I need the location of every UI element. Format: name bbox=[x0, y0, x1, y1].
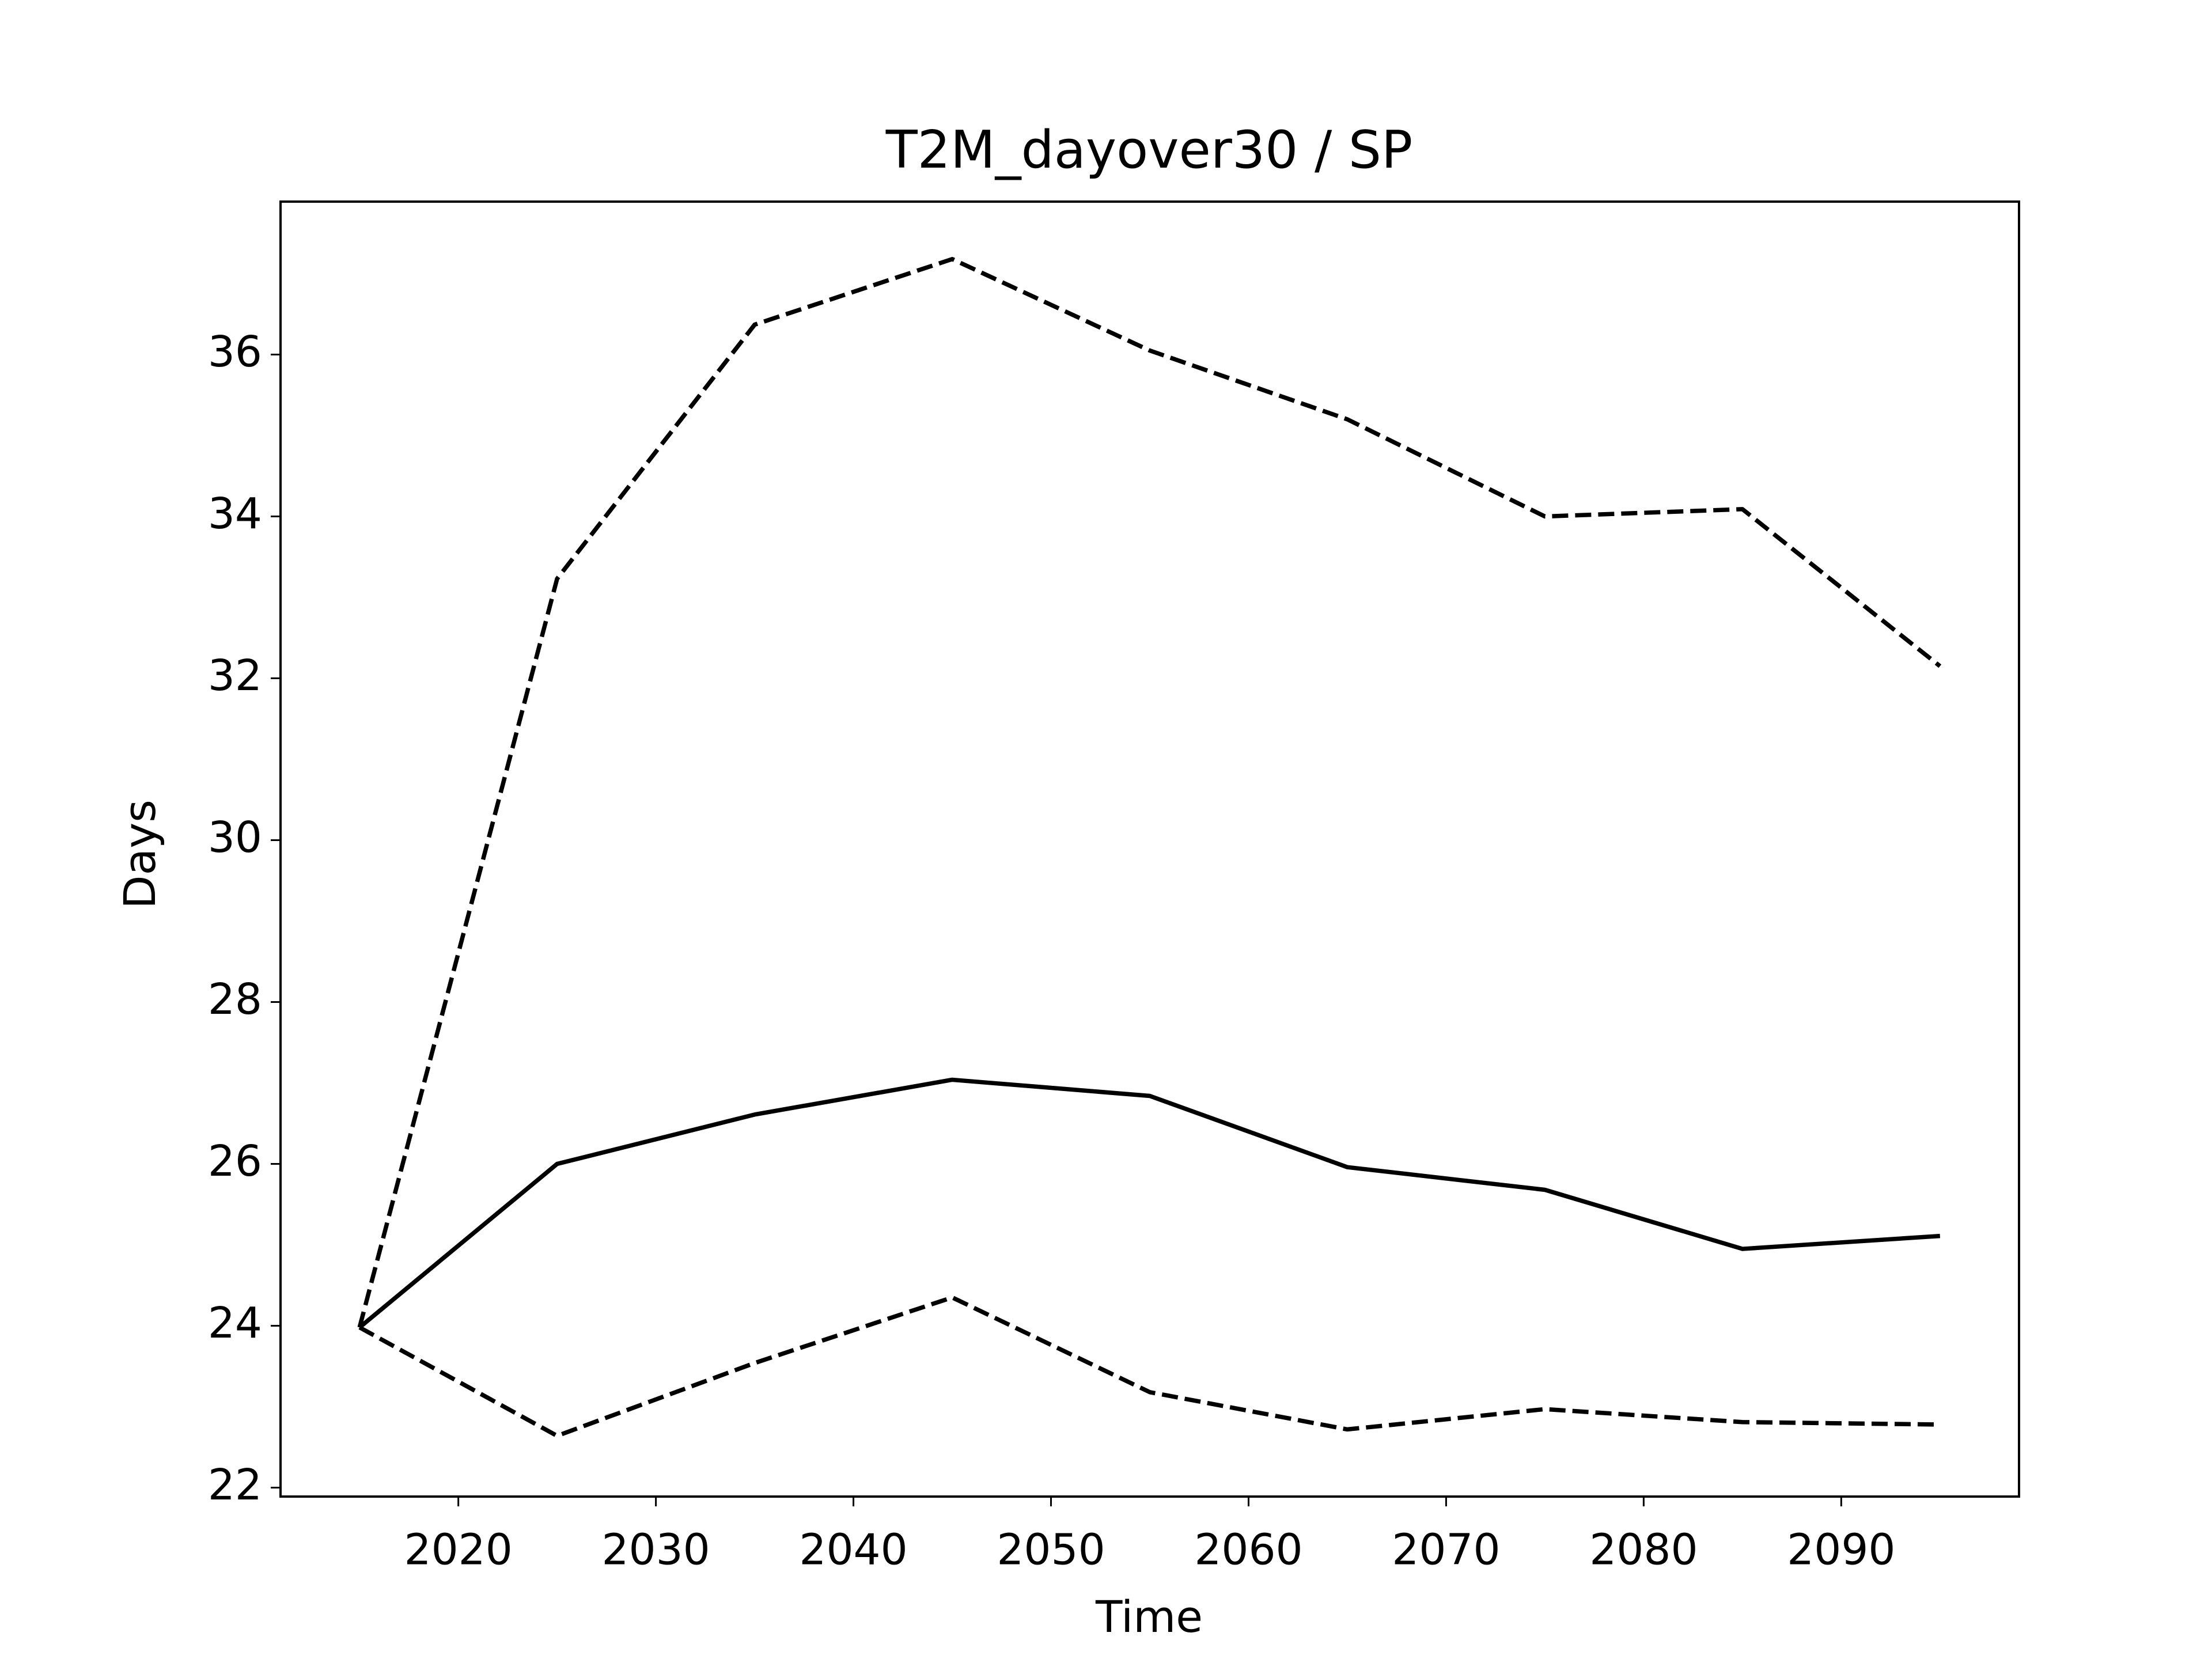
y-tick-label: 30 bbox=[208, 813, 262, 862]
x-tick-label: 2060 bbox=[1194, 1525, 1302, 1575]
y-axis-label: Days bbox=[114, 800, 165, 909]
y-tick-label: 26 bbox=[208, 1137, 262, 1186]
x-tick-label: 2050 bbox=[997, 1525, 1105, 1575]
x-tick-label: 2030 bbox=[601, 1525, 710, 1575]
y-tick-label: 36 bbox=[208, 327, 262, 377]
x-tick-label: 2040 bbox=[799, 1525, 907, 1575]
y-tick-label: 32 bbox=[208, 651, 262, 700]
y-tick-label: 34 bbox=[208, 489, 262, 539]
y-tick-label: 22 bbox=[208, 1460, 262, 1510]
x-tick-label: 2020 bbox=[404, 1525, 512, 1575]
data-line bbox=[358, 1077, 1941, 1330]
plot-frame bbox=[279, 200, 2020, 1498]
y-tick-label: 24 bbox=[208, 1298, 262, 1348]
chart-title: T2M_dayover30 / SP bbox=[885, 120, 1413, 180]
y-tick-label: 28 bbox=[208, 975, 262, 1024]
x-tick-label: 2090 bbox=[1787, 1525, 1895, 1575]
x-tick-label: 2070 bbox=[1392, 1525, 1500, 1575]
x-tick-label: 2080 bbox=[1589, 1525, 1698, 1575]
x-axis-label: Time bbox=[1095, 1591, 1203, 1642]
data-line bbox=[358, 1295, 1940, 1438]
data-line bbox=[357, 257, 1942, 1328]
